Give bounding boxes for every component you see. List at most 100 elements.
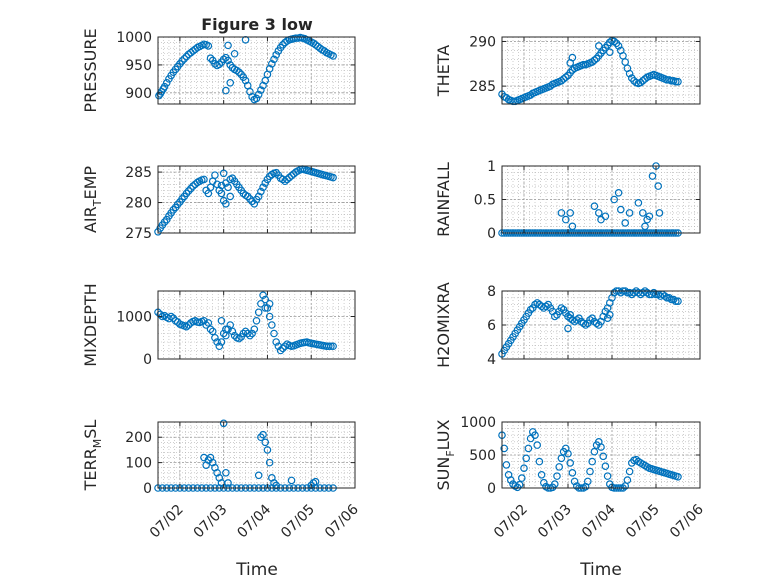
data-point — [213, 338, 221, 346]
data-point — [649, 288, 658, 297]
axes-box — [157, 165, 356, 234]
data-point — [594, 209, 603, 217]
y-tick-label: 285 — [469, 79, 496, 95]
data-point — [165, 314, 173, 323]
data-point — [167, 312, 175, 321]
data-point — [180, 54, 189, 63]
data-point — [246, 331, 254, 340]
data-point — [226, 192, 235, 201]
data-point — [537, 470, 546, 479]
data-point — [252, 316, 261, 325]
data-point — [173, 200, 182, 209]
data-point — [228, 327, 237, 336]
data-point — [287, 476, 296, 485]
data-point — [531, 300, 539, 309]
data-point — [224, 56, 232, 65]
data-point — [564, 449, 572, 458]
data-point — [178, 195, 186, 203]
data-point — [663, 293, 671, 302]
y-tick-label: 1000 — [116, 310, 152, 326]
data-point — [261, 304, 270, 312]
data-point — [614, 189, 623, 197]
subplot-rainfall: 0 0.5 1 RAINFALL — [434, 159, 701, 242]
data-point — [281, 177, 289, 186]
data-point — [178, 57, 186, 65]
data-point — [248, 329, 256, 338]
data-point — [605, 310, 614, 319]
data-point — [211, 171, 219, 179]
data-point — [660, 292, 669, 300]
data-point — [235, 334, 243, 343]
data-point — [506, 476, 515, 484]
y-tick-label: 0 — [143, 352, 152, 368]
data-point — [169, 206, 178, 214]
figure-title: Figure 3 low — [201, 15, 313, 34]
data-point — [324, 342, 333, 351]
x-axis-label-right: Time — [579, 560, 622, 580]
axes-box — [157, 36, 356, 105]
data-point — [674, 297, 682, 306]
data-point — [272, 338, 281, 346]
data-point — [215, 342, 224, 351]
data-point — [278, 41, 287, 49]
data-point — [222, 86, 230, 95]
data-point — [187, 184, 195, 193]
data-point — [564, 324, 572, 333]
subplot-theta: 285 290 THETA — [434, 34, 701, 106]
data-point — [621, 219, 630, 227]
data-point — [550, 480, 559, 488]
x-tick-label: 07/04 — [234, 501, 274, 541]
data-point — [610, 195, 619, 204]
data-point — [579, 60, 588, 69]
data-point — [202, 321, 210, 329]
data-point — [261, 438, 270, 447]
subplot-h2omixra: 4 6 8 H2OMIXRA — [434, 282, 701, 368]
data-point — [287, 171, 296, 180]
y-axis-label: PRESSURE — [81, 28, 100, 112]
data-point — [581, 321, 590, 329]
data-point — [648, 172, 657, 180]
y-tick-label: 0 — [487, 226, 496, 242]
y-tick-label: 0.5 — [474, 193, 496, 209]
y-tick-label: 1000 — [460, 415, 496, 431]
data-point — [276, 346, 285, 355]
subplot-terr-msl: 07/02 07/03 07/04 07/05 07/06 0 100 200 TERRMSL — [81, 419, 362, 541]
data-point — [557, 209, 566, 217]
y-axis-label: SUNFLUX — [434, 419, 457, 490]
x-tick-label: 07/06 — [322, 501, 362, 541]
data-point — [590, 202, 599, 211]
data-point — [524, 444, 533, 453]
subplot-air-temp: 275 280 285 AIRTEMP — [81, 165, 356, 242]
data-point — [531, 431, 539, 440]
data-point — [625, 209, 634, 217]
data-point — [184, 187, 193, 195]
data-point — [599, 452, 608, 461]
data-point — [327, 342, 335, 351]
data-point — [156, 310, 164, 319]
axes-box — [157, 421, 356, 489]
data-point — [579, 319, 588, 328]
data-point — [211, 333, 219, 342]
data-point — [500, 444, 509, 453]
data-point — [671, 77, 680, 86]
data-point — [241, 327, 250, 336]
subplot-pressure: 900 950 1000 PRESSURE — [81, 28, 356, 113]
data-point — [200, 175, 208, 184]
data-point — [610, 37, 619, 46]
data-point — [224, 41, 232, 50]
data-point — [189, 182, 197, 190]
y-axis-label: MIXDEPTH — [81, 283, 100, 366]
data-point — [204, 42, 213, 50]
data-point — [509, 97, 517, 106]
data-point — [222, 199, 230, 208]
data-point — [623, 476, 632, 484]
data-point — [222, 325, 230, 334]
data-point — [665, 293, 674, 302]
data-point — [638, 288, 647, 297]
data-point — [254, 90, 263, 99]
data-point — [259, 291, 267, 300]
data-point — [329, 173, 337, 182]
data-point — [250, 325, 259, 334]
y-axis-label-subscript: F — [444, 450, 457, 456]
